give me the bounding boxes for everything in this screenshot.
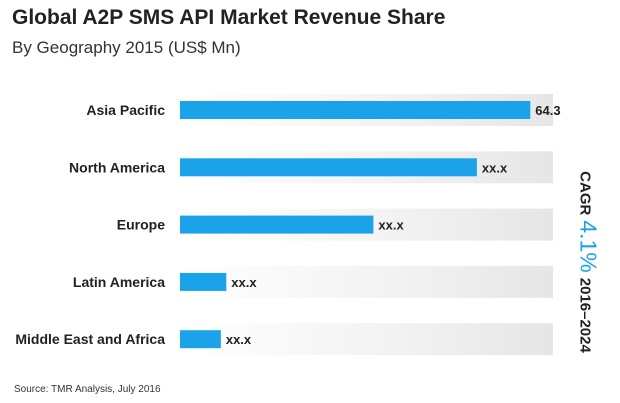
bar-north-america — [180, 158, 477, 177]
value-label-middle-east-and-africa: xx.x — [226, 332, 252, 347]
chart-subtitle: By Geography 2015 (US$ Mn) — [12, 38, 241, 57]
bar-asia-pacific — [180, 101, 531, 119]
category-label-asia-pacific: Asia Pacific — [86, 102, 165, 118]
bar-track-middle-east-and-africa — [180, 323, 553, 356]
bar-track-latin-america — [180, 265, 553, 298]
category-label-middle-east-and-africa: Middle East and Africa — [15, 331, 165, 347]
source-note: Source: TMR Analysis, July 2016 — [14, 384, 161, 395]
chart-title: Global A2P SMS API Market Revenue Share — [12, 6, 446, 29]
value-label-north-america: xx.x — [482, 160, 508, 175]
cagr-label: CAGR — [576, 171, 594, 216]
cagr-rate: 4.1% — [575, 220, 602, 273]
cagr-callout: CAGR 4.1% 2016–2024 — [548, 152, 620, 372]
category-label-europe: Europe — [117, 217, 165, 233]
category-label-latin-america: Latin America — [73, 274, 165, 290]
value-label-europe: xx.x — [378, 218, 404, 233]
value-label-asia-pacific: 64.3 — [535, 103, 560, 118]
category-label-north-america: North America — [69, 159, 165, 175]
cagr-period: 2016–2024 — [576, 277, 594, 353]
bar-latin-america — [180, 272, 227, 291]
bar-europe — [180, 215, 374, 234]
bar-middle-east-and-africa — [180, 330, 221, 349]
value-label-latin-america: xx.x — [231, 275, 257, 290]
